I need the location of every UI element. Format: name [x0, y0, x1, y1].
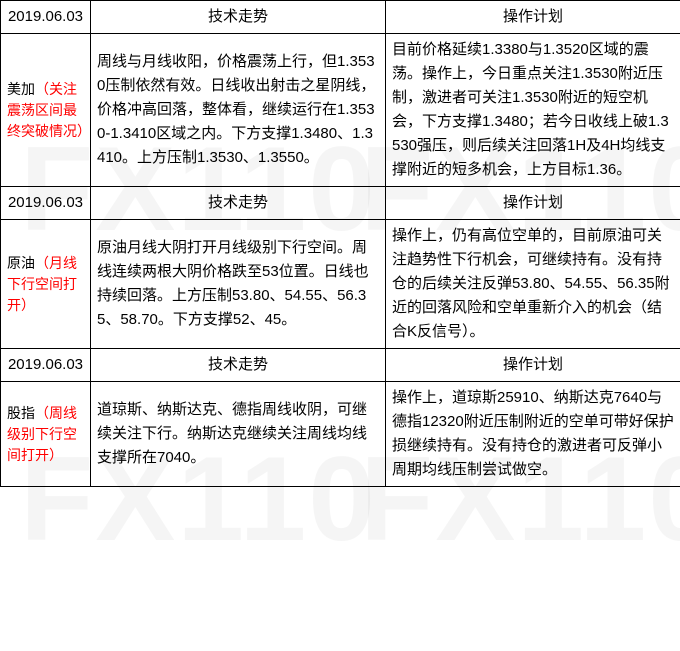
plan-header: 操作计划: [386, 349, 680, 382]
instrument-name-cell: 股指（周线级别下行空间打开）: [1, 382, 91, 487]
instrument-name: 原油: [7, 255, 35, 271]
plan-header: 操作计划: [386, 187, 680, 220]
instrument-name: 股指: [7, 405, 35, 421]
instrument-name: 美加: [7, 81, 35, 97]
trend-header: 技术走势: [91, 349, 386, 382]
trend-cell: 原油月线大阴打开月线级别下行空间。周线连续两根大阴价格跌至53位置。日线也持续回…: [91, 220, 386, 349]
date-cell: 2019.06.03: [1, 349, 91, 382]
date-cell: 2019.06.03: [1, 1, 91, 34]
table-row: 2019.06.03 技术走势 操作计划: [1, 187, 680, 220]
trend-cell: 周线与月线收阳，价格震荡上行，但1.3530压制依然有效。日线收出射击之星阴线，…: [91, 34, 386, 187]
trend-header: 技术走势: [91, 1, 386, 34]
table-row: 2019.06.03 技术走势 操作计划: [1, 349, 680, 382]
table-row: 原油（月线下行空间打开） 原油月线大阴打开月线级别下行空间。周线连续两根大阴价格…: [1, 220, 680, 349]
plan-cell: 操作上，仍有高位空单的，目前原油可关注趋势性下行机会，可继续持有。没有持仓的后续…: [386, 220, 680, 349]
instrument-name-cell: 美加（关注震荡区间最终突破情况）: [1, 34, 91, 187]
trend-header: 技术走势: [91, 187, 386, 220]
plan-cell: 操作上，道琼斯25910、纳斯达克7640与德指12320附近压制附近的空单可带…: [386, 382, 680, 487]
table-row: 美加（关注震荡区间最终突破情况） 周线与月线收阳，价格震荡上行，但1.3530压…: [1, 34, 680, 187]
instrument-name-cell: 原油（月线下行空间打开）: [1, 220, 91, 349]
date-cell: 2019.06.03: [1, 187, 91, 220]
plan-header: 操作计划: [386, 1, 680, 34]
trend-cell: 道琼斯、纳斯达克、德指周线收阴，可继续关注下行。纳斯达克继续关注周线均线支撑所在…: [91, 382, 386, 487]
table-row: 2019.06.03 技术走势 操作计划: [1, 1, 680, 34]
plan-cell: 目前价格延续1.3380与1.3520区域的震荡。操作上，今日重点关注1.353…: [386, 34, 680, 187]
analysis-table: 2019.06.03 技术走势 操作计划 美加（关注震荡区间最终突破情况） 周线…: [0, 0, 680, 487]
table-row: 股指（周线级别下行空间打开） 道琼斯、纳斯达克、德指周线收阴，可继续关注下行。纳…: [1, 382, 680, 487]
